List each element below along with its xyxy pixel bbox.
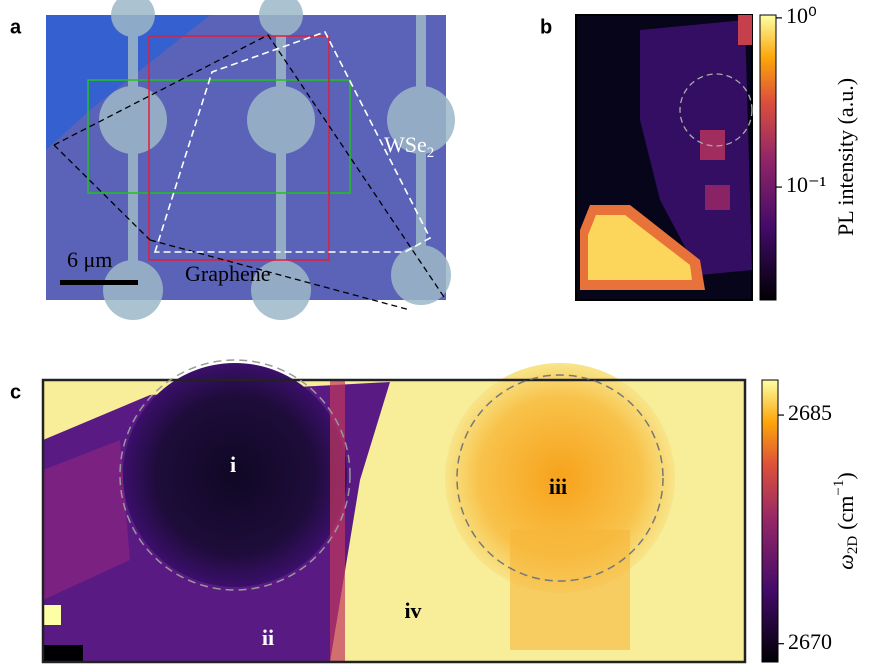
region-label: i bbox=[230, 452, 236, 477]
symbol: ω bbox=[833, 554, 858, 570]
tick-label: 10⁰ bbox=[786, 3, 817, 28]
unit-superscript: −1 bbox=[831, 480, 847, 496]
pl-map bbox=[575, 14, 753, 301]
tick-label: 2685 bbox=[788, 400, 832, 425]
unit: (cm bbox=[833, 496, 858, 530]
material-label: WSe2 bbox=[384, 132, 434, 161]
tick-label: 10⁻¹ bbox=[786, 172, 826, 197]
colorbar bbox=[761, 379, 779, 663]
colorbar-ticks: 10⁰ 10⁻¹ bbox=[776, 3, 826, 197]
region-label: iv bbox=[404, 598, 421, 623]
colorbar-ticks: 2685 2670 bbox=[778, 400, 832, 654]
region-label: iii bbox=[549, 474, 567, 499]
raman-map bbox=[41, 359, 747, 664]
region-label: ii bbox=[262, 625, 274, 650]
panel-letter: b bbox=[540, 16, 552, 38]
micrograph bbox=[46, 0, 455, 320]
colorbar-label: ω2D (cm−1) bbox=[831, 472, 861, 569]
panel-letter: a bbox=[10, 16, 22, 38]
panel-letter: c bbox=[10, 381, 21, 403]
colorbar bbox=[759, 14, 777, 301]
symbol-subscript: 2D bbox=[845, 536, 861, 555]
scale-bar-label: 6 μm bbox=[67, 247, 112, 272]
colorbar-label: PL intensity (a.u.) bbox=[833, 78, 858, 236]
unit-close: ) bbox=[833, 472, 858, 479]
graphene-label: Graphene bbox=[185, 261, 271, 286]
material-subscript: 2 bbox=[427, 145, 435, 161]
material-label: WSe bbox=[384, 132, 427, 157]
tick-label: 2670 bbox=[788, 629, 832, 654]
